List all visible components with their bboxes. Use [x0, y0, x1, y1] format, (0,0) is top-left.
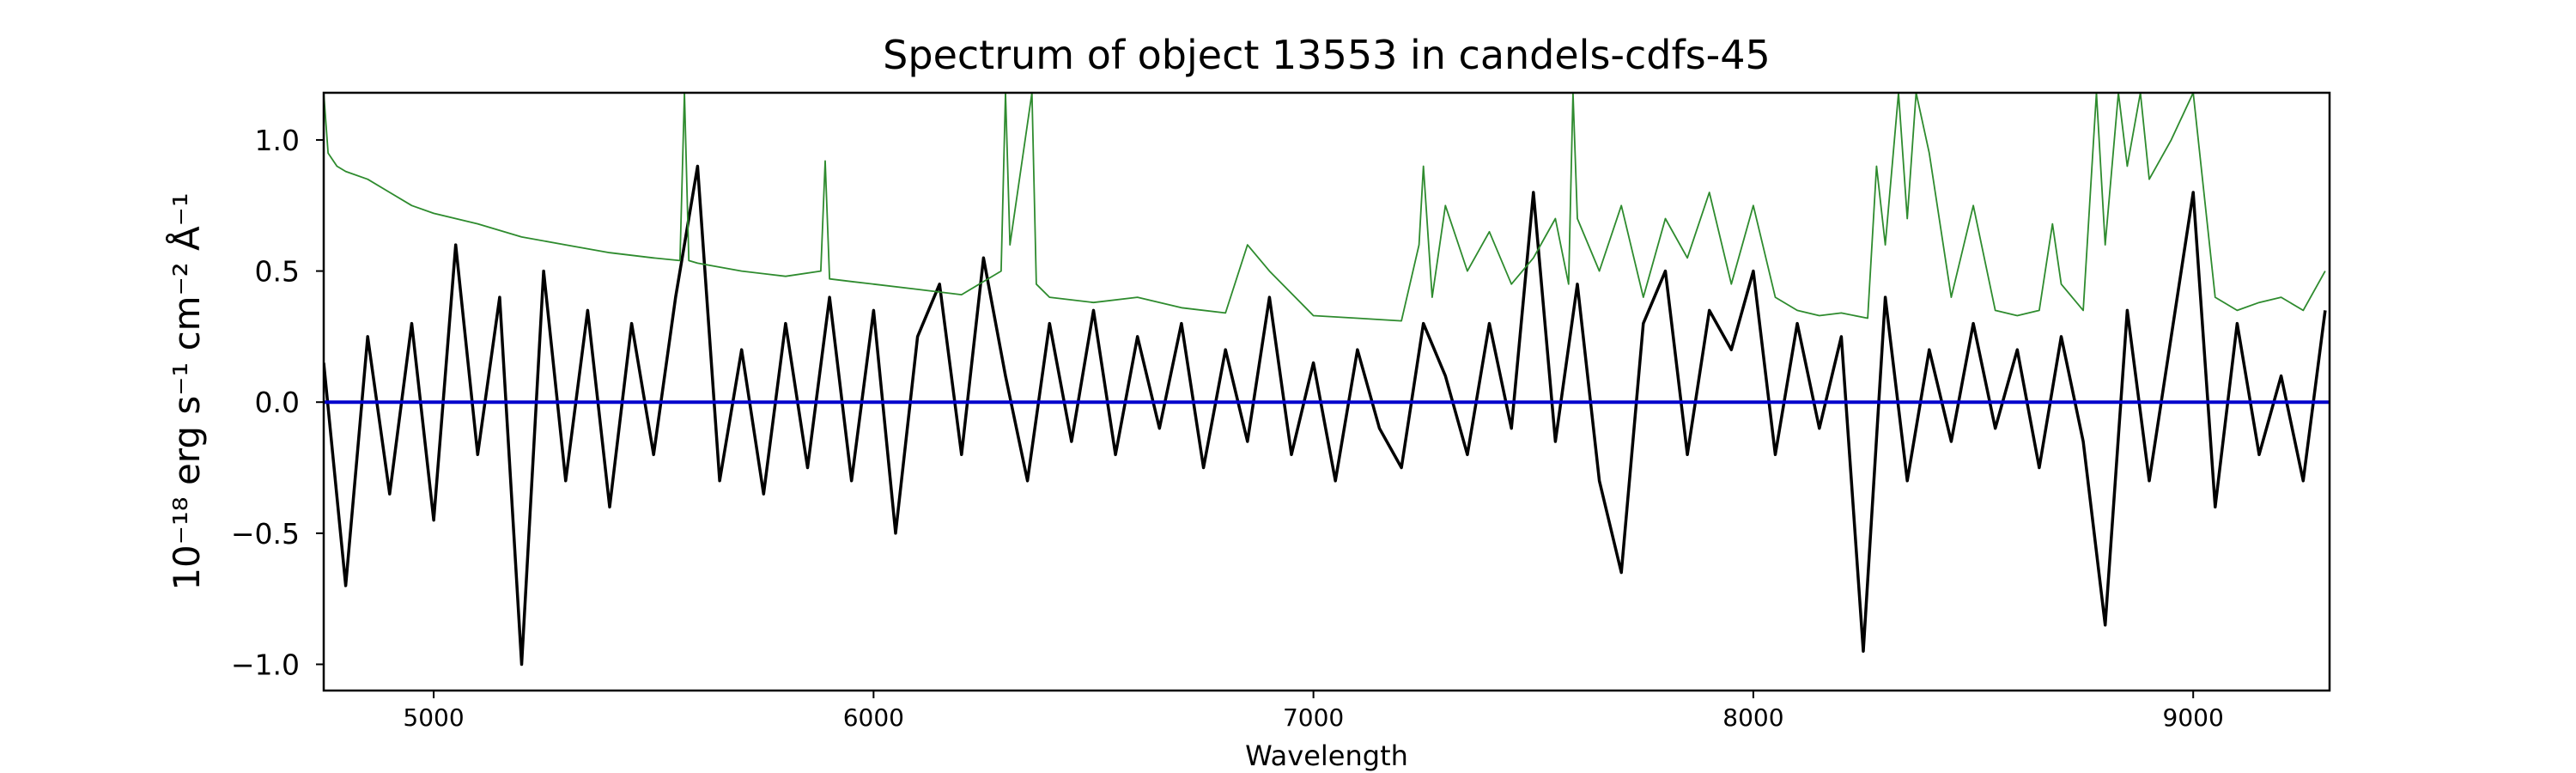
y-tick-label: 1.0	[255, 124, 300, 157]
y-tick-label: −0.5	[231, 517, 300, 551]
x-axis-label: Wavelength	[1245, 740, 1408, 772]
series-line-2	[324, 93, 2326, 322]
y-tick-label: 0.5	[255, 255, 300, 289]
y-tick-label: 0.0	[255, 386, 300, 419]
series-line-1	[324, 164, 2327, 666]
y-tick-label: −1.0	[231, 648, 300, 681]
x-axis: 5000 6000 7000 8000 9000	[403, 691, 2224, 732]
y-axis-label: 10⁻¹⁸ erg s⁻¹ cm⁻² Å⁻¹	[165, 192, 208, 590]
chart-title: Spectrum of object 13553 in candels-cdfs…	[883, 32, 1771, 78]
series-layer	[324, 93, 2330, 666]
plot-area	[322, 91, 2331, 692]
plot-frame	[322, 91, 2331, 692]
x-tick-label: 9000	[2163, 703, 2224, 732]
x-tick-label: 6000	[843, 703, 904, 732]
x-tick-label: 7000	[1283, 703, 1344, 732]
y-axis: −1.0 −0.5 0.0 0.5 1.0	[231, 124, 324, 681]
x-tick-label: 5000	[403, 703, 464, 732]
x-tick-label: 8000	[1722, 703, 1783, 732]
